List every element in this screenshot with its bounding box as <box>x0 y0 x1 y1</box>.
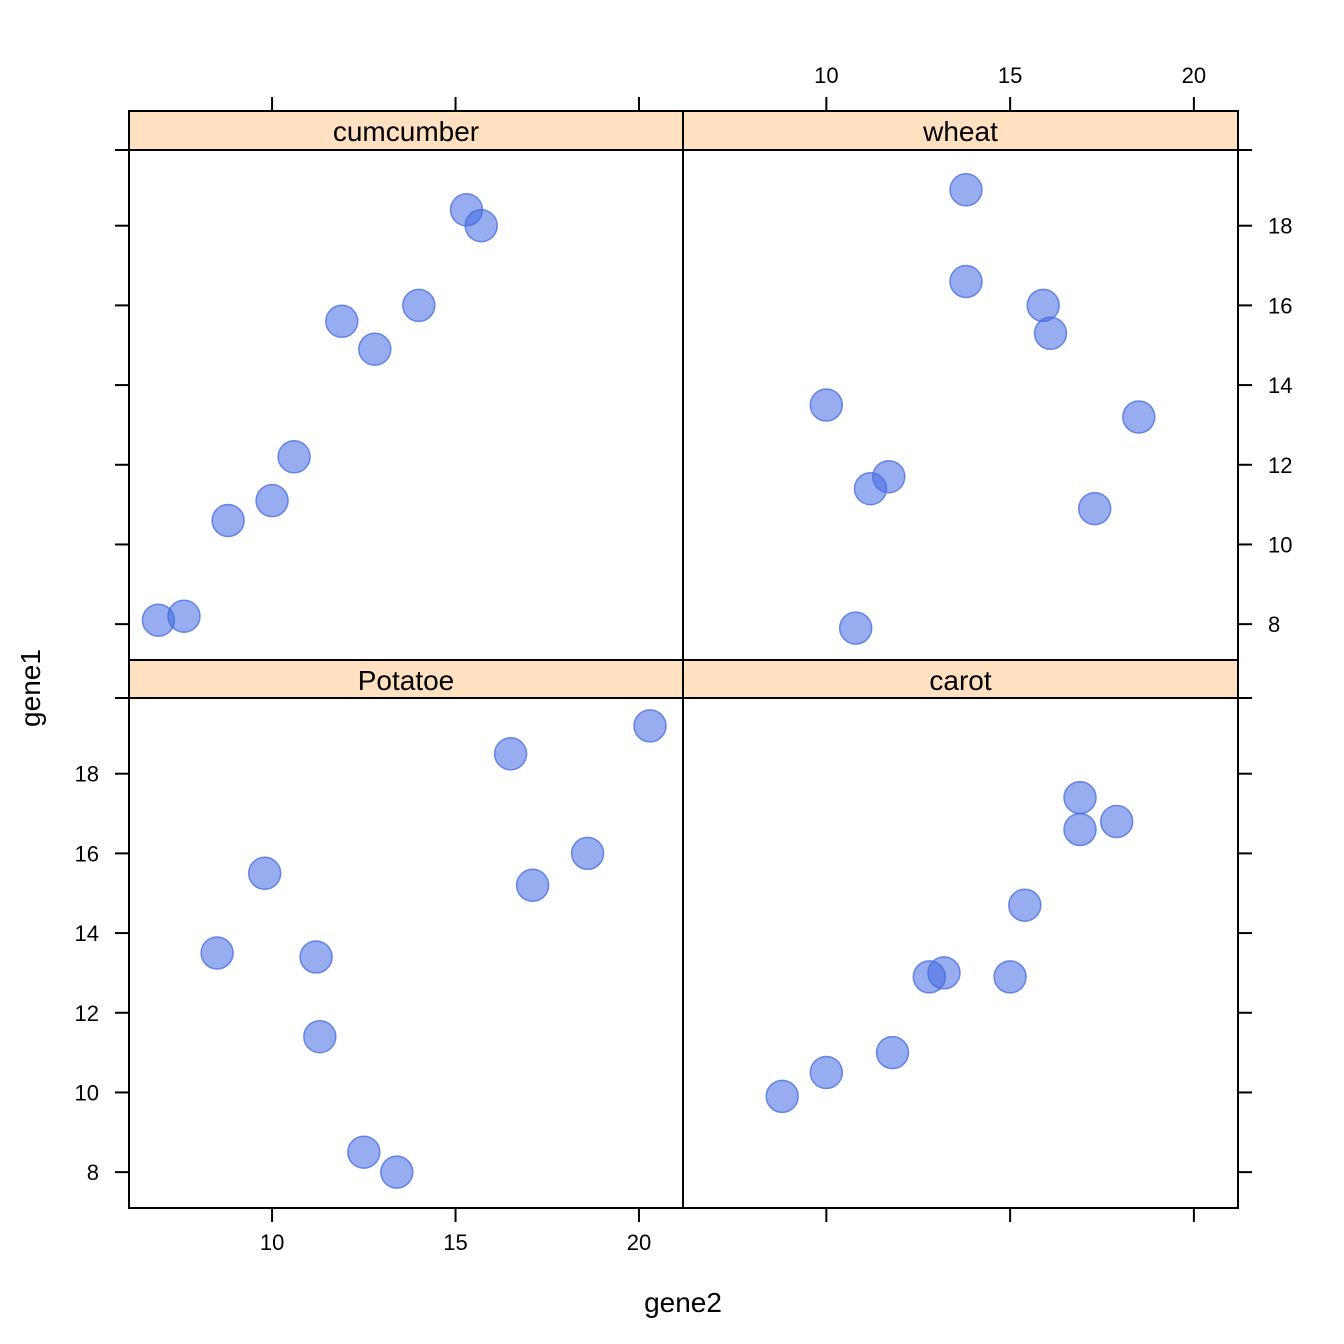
point-Potatoe-5 <box>347 1135 381 1169</box>
point-carot-8 <box>1063 780 1097 815</box>
panel-strips: cumcumber wheat Potatoe carot <box>129 111 1238 698</box>
point-Potatoe-7 <box>493 737 528 771</box>
point-wheat-1 <box>809 388 844 422</box>
point-cumcumber-3 <box>211 503 245 538</box>
strip-label-wheat: wheat <box>922 116 998 147</box>
point-Potatoe-2 <box>247 856 282 891</box>
point-Potatoe-4 <box>303 1019 337 1054</box>
point-Potatoe-9 <box>570 836 605 871</box>
point-carot-9 <box>1063 812 1097 847</box>
x-tick-label-bottom: 10 <box>260 1230 284 1255</box>
y-tick-label-right: 8 <box>1268 612 1280 637</box>
x-tick-label-bottom: 20 <box>627 1230 651 1255</box>
axis-ticks: 10 15 20 10 15 20 8 10 12 14 16 18 8 10 12 14 16 18 <box>75 63 1293 1255</box>
strip-carot <box>683 660 1238 698</box>
point-cumcumber-10 <box>464 208 498 243</box>
point-cumcumber-5 <box>277 440 311 474</box>
panel-frame-cumcumber <box>128 110 684 661</box>
y-tick-label-left: 16 <box>75 841 99 866</box>
point-carot-6 <box>993 960 1027 994</box>
point-wheat-7 <box>1026 288 1060 323</box>
y-axis-title: gene1 <box>15 649 46 727</box>
point-wheat-4 <box>872 459 906 494</box>
point-wheat-2 <box>838 611 873 645</box>
point-wheat-6 <box>949 173 983 207</box>
y-tick-label-right: 18 <box>1268 214 1292 239</box>
point-carot-1 <box>765 1079 799 1114</box>
point-cumcumber-6 <box>325 304 359 339</box>
x-tick-label-top: 20 <box>1182 63 1206 88</box>
point-Potatoe-10 <box>633 709 667 743</box>
point-Potatoe-6 <box>380 1155 414 1189</box>
panel-frames <box>128 110 1239 1209</box>
point-cumcumber-2 <box>167 599 201 633</box>
y-tick-label-right: 14 <box>1268 373 1292 398</box>
point-wheat-9 <box>1077 491 1112 526</box>
point-carot-3 <box>875 1035 910 1070</box>
point-carot-10 <box>1099 804 1134 839</box>
point-cumcumber-4 <box>255 483 289 518</box>
point-Potatoe-8 <box>515 868 550 903</box>
point-Potatoe-3 <box>299 940 333 974</box>
point-wheat-8 <box>1033 316 1068 351</box>
data-points <box>141 173 1156 1189</box>
y-tick-label-right: 12 <box>1268 453 1292 478</box>
y-tick-label-right: 10 <box>1268 532 1292 557</box>
strip-Potatoe <box>129 660 683 698</box>
panel-frame-carot <box>682 659 1239 1209</box>
x-tick-label-bottom: 15 <box>443 1230 467 1255</box>
point-wheat-5 <box>949 264 983 299</box>
strip-cumcumber <box>129 111 683 150</box>
point-carot-2 <box>809 1055 844 1090</box>
point-Potatoe-1 <box>200 936 234 970</box>
y-tick-label-left: 10 <box>75 1080 99 1105</box>
panel-frame-Potatoe <box>128 659 684 1209</box>
y-tick-label-left: 18 <box>75 762 99 787</box>
point-cumcumber-8 <box>402 288 436 323</box>
y-tick-label-left: 8 <box>87 1160 99 1185</box>
x-tick-label-top: 10 <box>814 63 838 88</box>
y-tick-label-right: 16 <box>1268 293 1292 318</box>
strip-label-carot: carot <box>929 665 991 696</box>
strip-wheat <box>683 111 1238 150</box>
y-tick-label-left: 12 <box>75 1001 99 1026</box>
point-cumcumber-7 <box>358 332 392 366</box>
y-tick-label-left: 14 <box>75 921 99 946</box>
strip-label-cumcumber: cumcumber <box>333 116 479 147</box>
point-carot-5 <box>927 956 961 990</box>
x-tick-label-top: 15 <box>998 63 1022 88</box>
point-carot-7 <box>1008 888 1042 922</box>
strip-label-Potatoe: Potatoe <box>358 665 455 696</box>
x-axis-title: gene2 <box>644 1287 722 1318</box>
point-wheat-10 <box>1122 400 1156 434</box>
